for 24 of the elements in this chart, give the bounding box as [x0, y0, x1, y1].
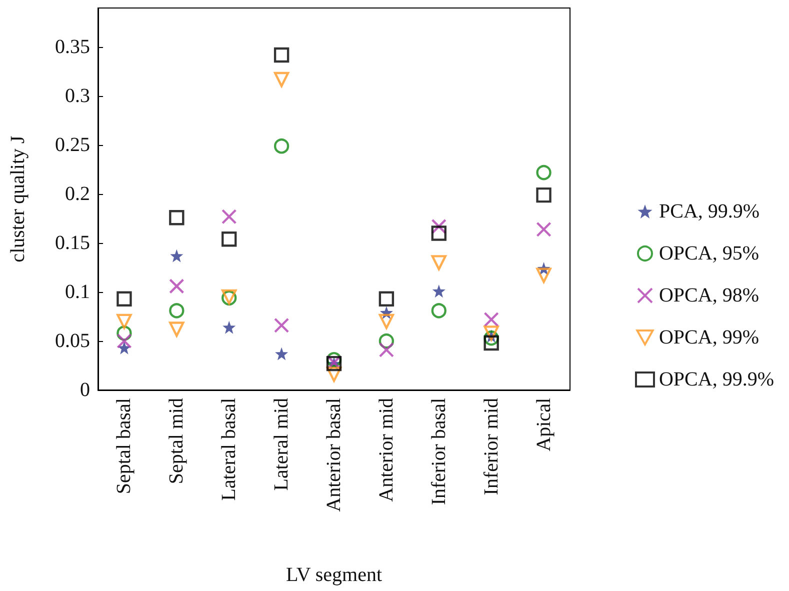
legend-label: OPCA, 98%	[658, 284, 760, 306]
y-axis-title: cluster quality J	[7, 135, 29, 262]
x-tick-label: Septal mid	[166, 398, 188, 484]
y-tick-label: 0.05	[55, 330, 90, 352]
legend-label: OPCA, 99.9%	[658, 368, 774, 390]
y-tick-label: 0.2	[65, 183, 90, 206]
x-tick-label: Septal basal	[113, 398, 136, 494]
x-axis-title: LV segment	[286, 564, 382, 586]
x-tick-label: Anterior mid	[375, 398, 398, 502]
x-tick-label: Anterior basal	[323, 398, 345, 512]
x-tick-label: Lateral basal	[218, 398, 240, 501]
x-tick-label: Inferior mid	[480, 398, 502, 496]
legend-label: PCA, 99.9%	[658, 200, 760, 222]
y-tick-label: 0	[80, 379, 90, 401]
legend-label: OPCA, 95%	[658, 242, 760, 264]
x-tick-label: Apical	[532, 398, 555, 452]
y-tick-label: 0.1	[65, 281, 90, 304]
x-tick-label: Lateral mid	[270, 398, 293, 491]
legend-label: OPCA, 99%	[658, 326, 760, 348]
x-tick-label: Inferior basal	[428, 398, 450, 506]
y-tick-label: 0.25	[55, 134, 90, 156]
y-tick-label: 0.15	[55, 232, 90, 254]
y-tick-label: 0.35	[55, 36, 90, 58]
y-tick-label: 0.3	[65, 85, 90, 108]
